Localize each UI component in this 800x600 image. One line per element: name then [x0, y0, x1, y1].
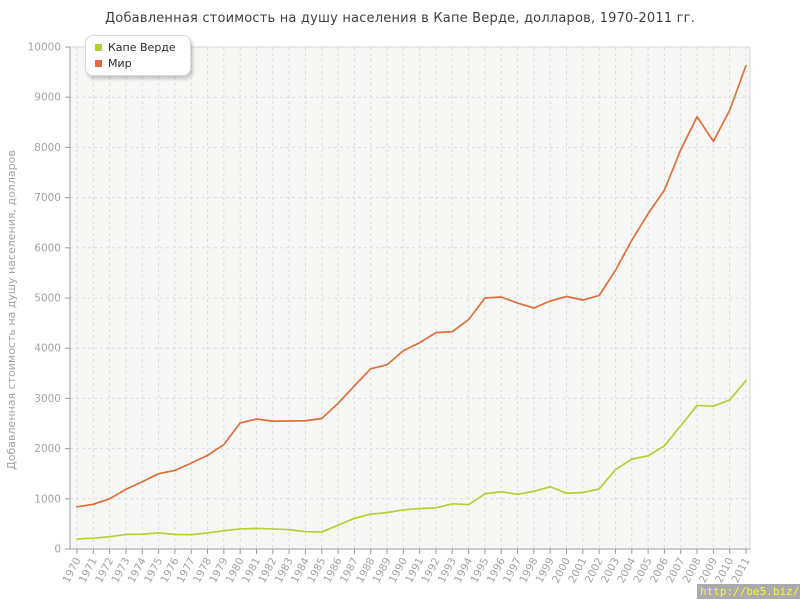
legend-swatch-cape-verde-icon — [95, 44, 102, 51]
y-tick-label: 7000 — [34, 192, 61, 204]
legend-item-world: Мир — [95, 57, 176, 70]
y-tick-label: 4000 — [34, 343, 61, 355]
x-axis-labels: 1970197119721973197419751976197719781979… — [61, 556, 753, 586]
y-axis-labels: 0 1000 2000 3000 4000 5000 6000 7000 8000 9000 100… — [28, 42, 61, 556]
axes — [65, 46, 750, 554]
legend-item-cape-verde: Капе Верде — [95, 41, 176, 54]
watermark-url: http://be5.biz/ — [697, 584, 800, 599]
y-tick-label: 5000 — [34, 293, 61, 305]
gridlines — [70, 47, 750, 549]
y-tick-label: 2000 — [34, 443, 61, 455]
y-tick-label: 0 — [54, 544, 61, 556]
legend-label-world: Мир — [108, 57, 132, 70]
y-tick-label: 9000 — [34, 92, 61, 104]
legend: Капе Верде Мир — [85, 35, 191, 76]
y-tick-label: 10000 — [28, 42, 61, 54]
series-line-world — [76, 64, 747, 508]
y-tick-label: 6000 — [34, 242, 61, 254]
y-axis-title: Добавленная стоимость на душу населения,… — [5, 150, 18, 470]
series-line-cape-verde — [76, 379, 747, 540]
y-tick-label: 8000 — [34, 142, 61, 154]
chart-title: Добавленная стоимость на душу населения … — [104, 11, 696, 26]
y-tick-label: 1000 — [34, 493, 61, 505]
y-tick-label: 3000 — [34, 393, 61, 405]
legend-swatch-world-icon — [95, 60, 102, 67]
legend-label-cape-verde: Капе Верде — [108, 41, 176, 54]
